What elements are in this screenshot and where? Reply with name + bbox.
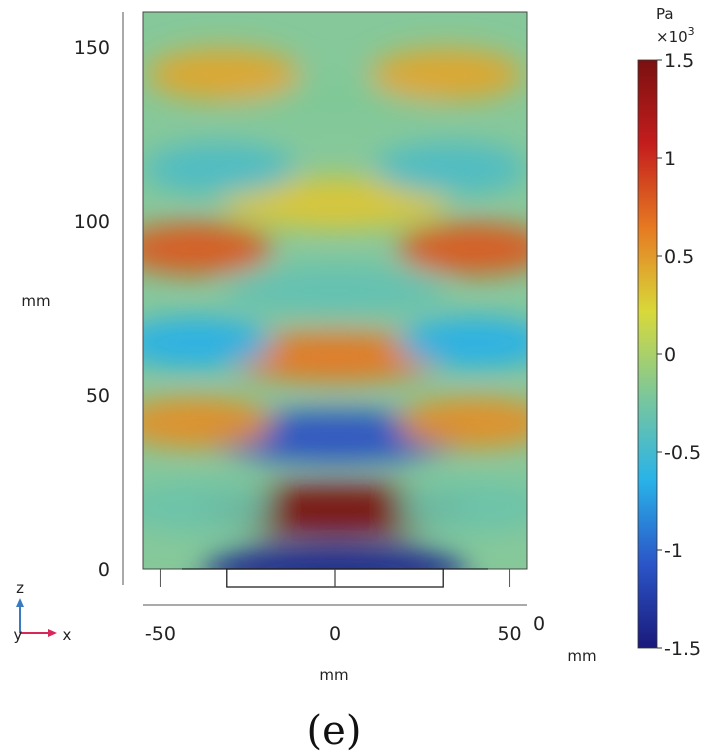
colorbar: Pa ×103 1.5 1 0.5 0 -0.5 -1 -1.5 [637, 5, 701, 660]
x-tick-label: 0 [329, 623, 341, 645]
field-lobes [143, 48, 527, 569]
field-lobe [397, 222, 527, 275]
colorbar-ticks: 1.5 1 0.5 0 -0.5 -1 -1.5 [657, 50, 701, 660]
y-tick-label: 150 [74, 37, 110, 59]
scale-factor-base: ×10 [656, 28, 688, 46]
y-tick-label: 100 [74, 211, 110, 233]
field-lobe [146, 48, 301, 101]
field-lobe [373, 142, 527, 195]
colorbar-tick-label: -0.5 [664, 442, 701, 464]
x-axis-unit-right: mm [567, 647, 596, 665]
colorbar-tick-label: 0.5 [664, 246, 694, 268]
field-lobe [143, 480, 273, 533]
pressure-field [142, 11, 528, 570]
field-lobe [397, 396, 527, 449]
triad-x-head [48, 629, 57, 637]
field-lobe [143, 316, 273, 369]
y-axis-label: mm [21, 292, 50, 310]
colorbar-tick-label: -1 [664, 540, 683, 562]
field-lobe [202, 542, 468, 569]
field-lobe [222, 330, 448, 383]
x-tick-label: 50 [497, 623, 521, 645]
x-tick-label: -50 [145, 623, 176, 645]
axis-triad: z y x [14, 579, 72, 644]
field-lobe [369, 48, 524, 101]
x-axis: -50 0 50 mm 0 mm [143, 569, 597, 684]
field-lobe [202, 483, 468, 536]
field-lobe [143, 396, 273, 449]
figure-caption: (e) [307, 708, 362, 754]
y-tick-label: 0 [98, 559, 110, 581]
colorbar-unit: Pa [656, 5, 674, 23]
field-lobe [143, 222, 273, 275]
triad-y-label: y [14, 626, 23, 644]
field-lobe [143, 142, 297, 195]
colorbar-tick-label: 1 [664, 148, 676, 170]
field-lobe [397, 316, 527, 369]
colorbar-tick-label: -1.5 [664, 638, 701, 660]
y-ticks: 0 50 100 150 [74, 37, 110, 581]
field-lobe [397, 480, 527, 533]
colorbar-scale-factor: ×103 [656, 25, 695, 46]
scale-factor-exponent: 3 [688, 25, 695, 38]
x-axis-label: mm [319, 666, 348, 684]
colorbar-ramp [637, 59, 658, 649]
x-ticks: -50 0 50 [145, 569, 522, 645]
y-tick-label: 50 [86, 385, 110, 407]
triad-z-label: z [16, 579, 24, 597]
y-axis: 0 50 100 150 mm [21, 12, 124, 585]
x-axis-extra-label: 0 [533, 613, 545, 635]
field-lobe [222, 177, 448, 230]
colorbar-tick-label: 1.5 [664, 50, 694, 72]
triad-x-label: x [63, 626, 72, 644]
colorbar-tick-label: 0 [664, 344, 676, 366]
triad-z-head [16, 598, 24, 607]
field-lobe [222, 264, 448, 317]
